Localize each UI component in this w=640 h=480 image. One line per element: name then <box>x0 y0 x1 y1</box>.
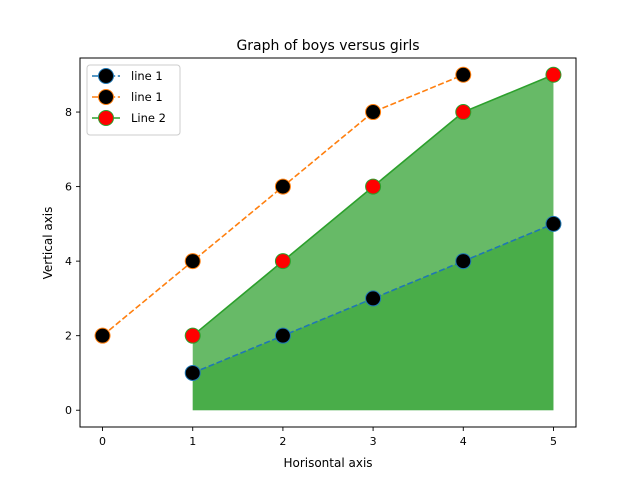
x-tick-label: 5 <box>550 435 557 448</box>
y-tick-label: 8 <box>65 106 72 119</box>
series-1-marker <box>274 327 291 344</box>
legend-2-label: line 1 <box>131 90 163 104</box>
chart-title: Graph of boys versus girls <box>236 38 419 54</box>
legend-1-marker <box>98 68 114 84</box>
x-tick-label: 3 <box>370 435 377 448</box>
x-tick-label: 4 <box>460 435 467 448</box>
x-axis-ticks: 0 1 2 3 4 5 <box>99 427 557 448</box>
y-tick-label: 0 <box>65 404 72 417</box>
series-1-marker <box>455 253 472 270</box>
series-3-area-fill <box>192 74 554 411</box>
series-1-marker <box>365 290 382 307</box>
x-tick-label: 0 <box>99 435 106 448</box>
series-2-marker <box>365 104 382 121</box>
series-1-marker <box>545 215 562 232</box>
y-axis-ticks: 0 2 4 6 8 <box>65 106 80 417</box>
series-3-marker <box>365 178 382 195</box>
y-axis-label: Vertical axis <box>41 207 55 280</box>
x-axis-label: Horisontal axis <box>283 456 372 470</box>
legend-2-marker <box>98 89 114 105</box>
series-3-marker <box>455 104 472 121</box>
series-2-marker <box>455 66 472 83</box>
series-1-marker <box>184 364 201 381</box>
plot-area-frame <box>79 57 577 428</box>
series-3-marker <box>274 253 291 270</box>
legend: line 1 line 1 Line 2 <box>86 64 181 136</box>
x-tick-label: 2 <box>279 435 286 448</box>
series-3-marker <box>545 66 562 83</box>
series-2-marker <box>184 253 201 270</box>
area-fills <box>192 74 554 411</box>
series-markers <box>94 66 562 381</box>
y-tick-label: 2 <box>65 330 72 343</box>
legend-1-label: line 1 <box>131 69 163 83</box>
x-tick-label: 1 <box>189 435 196 448</box>
series-2-marker <box>94 327 111 344</box>
legend-3-label: Line 2 <box>131 111 166 125</box>
y-tick-label: 4 <box>65 255 72 268</box>
y-tick-label: 6 <box>65 181 72 194</box>
series-2-marker <box>274 178 291 195</box>
legend-3-marker <box>98 110 114 126</box>
series-3-marker <box>184 327 201 344</box>
